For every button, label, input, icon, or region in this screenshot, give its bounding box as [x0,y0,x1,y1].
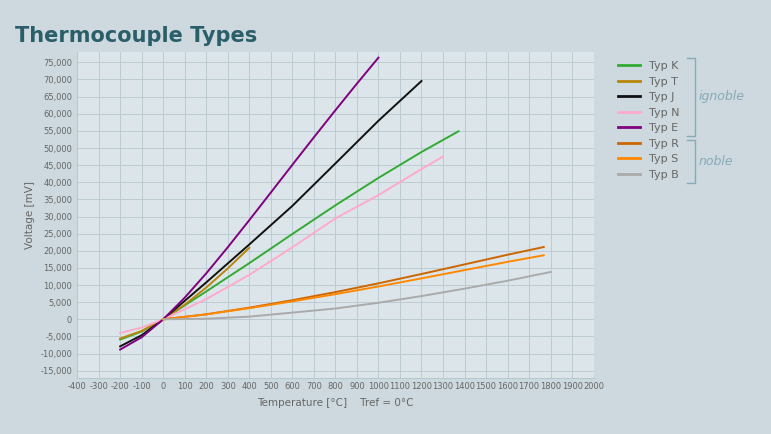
X-axis label: Temperature [°C]    Tref = 0°C: Temperature [°C] Tref = 0°C [258,398,413,408]
Legend: Typ K, Typ T, Typ J, Typ N, Typ E, Typ R, Typ S, Typ B: Typ K, Typ T, Typ J, Typ N, Typ E, Typ R… [614,58,683,183]
Text: ignoble: ignoble [699,90,745,103]
Text: noble: noble [699,155,733,168]
Y-axis label: Voltage [mV]: Voltage [mV] [25,181,35,249]
Text: Thermocouple Types: Thermocouple Types [15,26,258,46]
